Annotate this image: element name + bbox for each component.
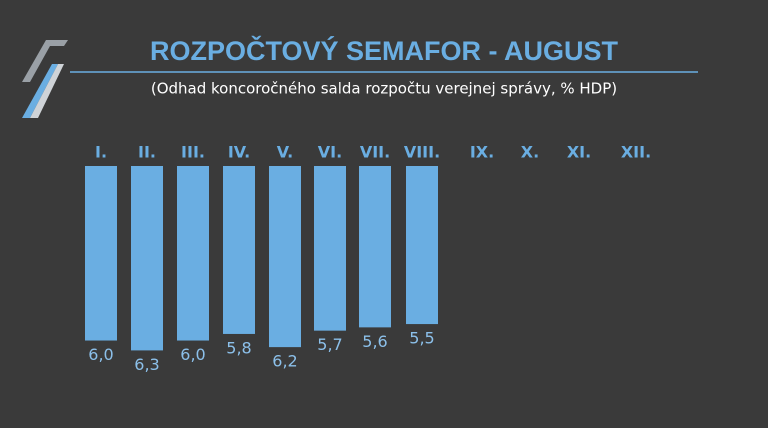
- bar: [406, 166, 438, 325]
- bar: [269, 166, 301, 348]
- value-label: 5,8: [226, 338, 251, 357]
- x-tick-label: VI.: [318, 143, 342, 162]
- value-label: 6,0: [88, 345, 113, 364]
- bar: [177, 166, 209, 341]
- x-tick-label: XII.: [621, 143, 651, 162]
- bar: [85, 166, 117, 341]
- x-tick-label: V.: [277, 143, 293, 162]
- x-tick-label: VIII.: [404, 143, 440, 162]
- value-label: 5,6: [362, 332, 387, 351]
- x-tick-label: VII.: [360, 143, 390, 162]
- logo: [22, 40, 68, 118]
- value-label: 6,3: [134, 355, 159, 374]
- x-tick-label: X.: [521, 143, 539, 162]
- value-label: 5,5: [409, 329, 434, 348]
- x-tick-label: IX.: [470, 143, 494, 162]
- chart-title: ROZPOČTOVÝ SEMAFOR - AUGUST: [150, 35, 619, 66]
- x-tick-label: II.: [138, 143, 156, 162]
- x-tick-label: IV.: [228, 143, 250, 162]
- value-label: 6,2: [272, 352, 297, 371]
- value-label: 5,7: [317, 335, 342, 354]
- value-label: 6,0: [180, 345, 205, 364]
- chart-subtitle: (Odhad koncoročného salda rozpočtu verej…: [151, 80, 617, 98]
- x-tick-label: XI.: [567, 143, 591, 162]
- bar: [314, 166, 346, 331]
- x-tick-label: I.: [95, 143, 107, 162]
- bar: [223, 166, 255, 334]
- bar: [131, 166, 163, 351]
- x-tick-label: III.: [181, 143, 205, 162]
- bar: [359, 166, 391, 328]
